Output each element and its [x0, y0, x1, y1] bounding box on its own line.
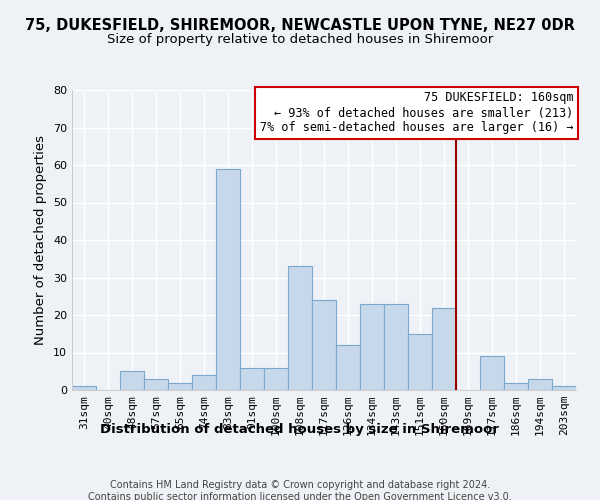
Bar [552, 386, 576, 390]
Bar [120, 371, 144, 390]
Text: Distribution of detached houses by size in Shiremoor: Distribution of detached houses by size … [101, 422, 499, 436]
Bar [408, 334, 432, 390]
Bar [336, 345, 360, 390]
Bar [288, 266, 312, 390]
Bar [504, 382, 528, 390]
Y-axis label: Number of detached properties: Number of detached properties [34, 135, 47, 345]
Bar [240, 368, 264, 390]
Text: Size of property relative to detached houses in Shiremoor: Size of property relative to detached ho… [107, 32, 493, 46]
Text: Contains HM Land Registry data © Crown copyright and database right 2024.
Contai: Contains HM Land Registry data © Crown c… [88, 480, 512, 500]
Text: 75 DUKESFIELD: 160sqm
← 93% of detached houses are smaller (213)
7% of semi-deta: 75 DUKESFIELD: 160sqm ← 93% of detached … [260, 92, 574, 134]
Bar [192, 375, 216, 390]
Text: 75, DUKESFIELD, SHIREMOOR, NEWCASTLE UPON TYNE, NE27 0DR: 75, DUKESFIELD, SHIREMOOR, NEWCASTLE UPO… [25, 18, 575, 32]
Bar [72, 386, 96, 390]
Bar [360, 304, 384, 390]
Bar [528, 379, 552, 390]
Bar [432, 308, 456, 390]
Bar [480, 356, 504, 390]
Bar [168, 382, 192, 390]
Bar [264, 368, 288, 390]
Bar [312, 300, 336, 390]
Bar [384, 304, 408, 390]
Bar [144, 379, 168, 390]
Bar [216, 169, 240, 390]
